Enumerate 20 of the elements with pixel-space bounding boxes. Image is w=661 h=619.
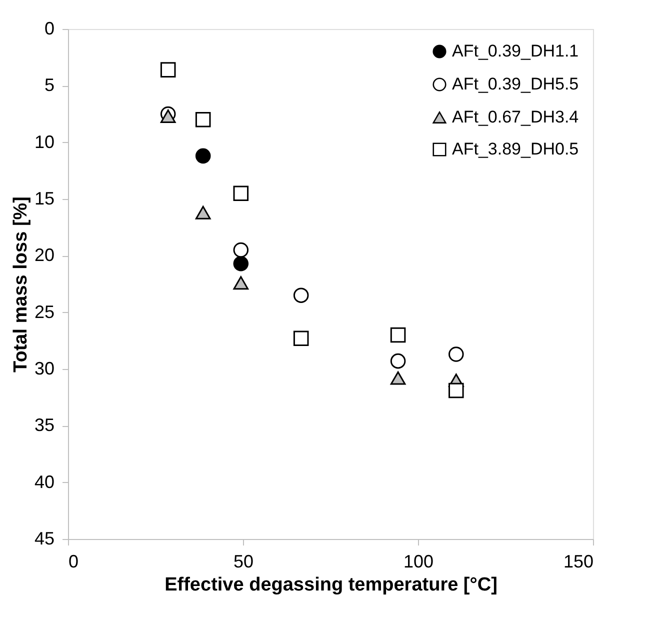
x-tick-label: 100	[403, 552, 434, 572]
y-axis-title: Total mass loss [%]	[10, 196, 32, 372]
y-tick-label: 35	[34, 415, 54, 436]
y-tick-label: 5	[44, 75, 54, 96]
y-tick-label: 45	[34, 528, 54, 548]
legend-label: AFt_0.67_DH3.4	[452, 108, 579, 126]
legend-label: AFt_0.39_DH1.1	[452, 42, 579, 60]
x-tick-label: 150	[563, 552, 594, 572]
y-tick-label: 20	[34, 245, 54, 266]
y-tick-label: 30	[34, 358, 54, 378]
x-axis-title: Effective degassing temperature [°C]	[164, 574, 498, 596]
y-tick-label: 25	[34, 302, 54, 322]
y-tick-label: 10	[34, 132, 54, 152]
y-tick-label: 0	[44, 18, 54, 38]
x-tick-label: 50	[233, 552, 254, 572]
y-tick-label: 40	[34, 472, 54, 492]
legend-label: AFt_3.89_DH0.5	[452, 140, 579, 158]
y-tick-label: 15	[34, 188, 54, 208]
legend-label: AFt_0.39_DH5.5	[452, 74, 579, 94]
x-tick-label: 0	[68, 552, 79, 572]
